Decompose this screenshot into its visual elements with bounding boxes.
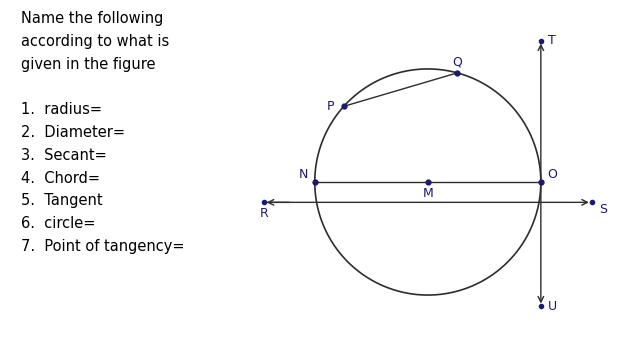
Text: P: P: [327, 100, 334, 113]
Text: R: R: [260, 207, 268, 220]
Text: S: S: [599, 203, 607, 215]
Text: Q: Q: [452, 55, 462, 68]
Text: O: O: [547, 167, 557, 181]
Text: U: U: [547, 300, 557, 313]
Text: M: M: [422, 187, 433, 200]
Text: Name the following
according to what is
given in the figure

1.  radius=
2.  Dia: Name the following according to what is …: [21, 11, 184, 254]
Text: T: T: [548, 34, 556, 47]
Text: N: N: [299, 167, 308, 181]
